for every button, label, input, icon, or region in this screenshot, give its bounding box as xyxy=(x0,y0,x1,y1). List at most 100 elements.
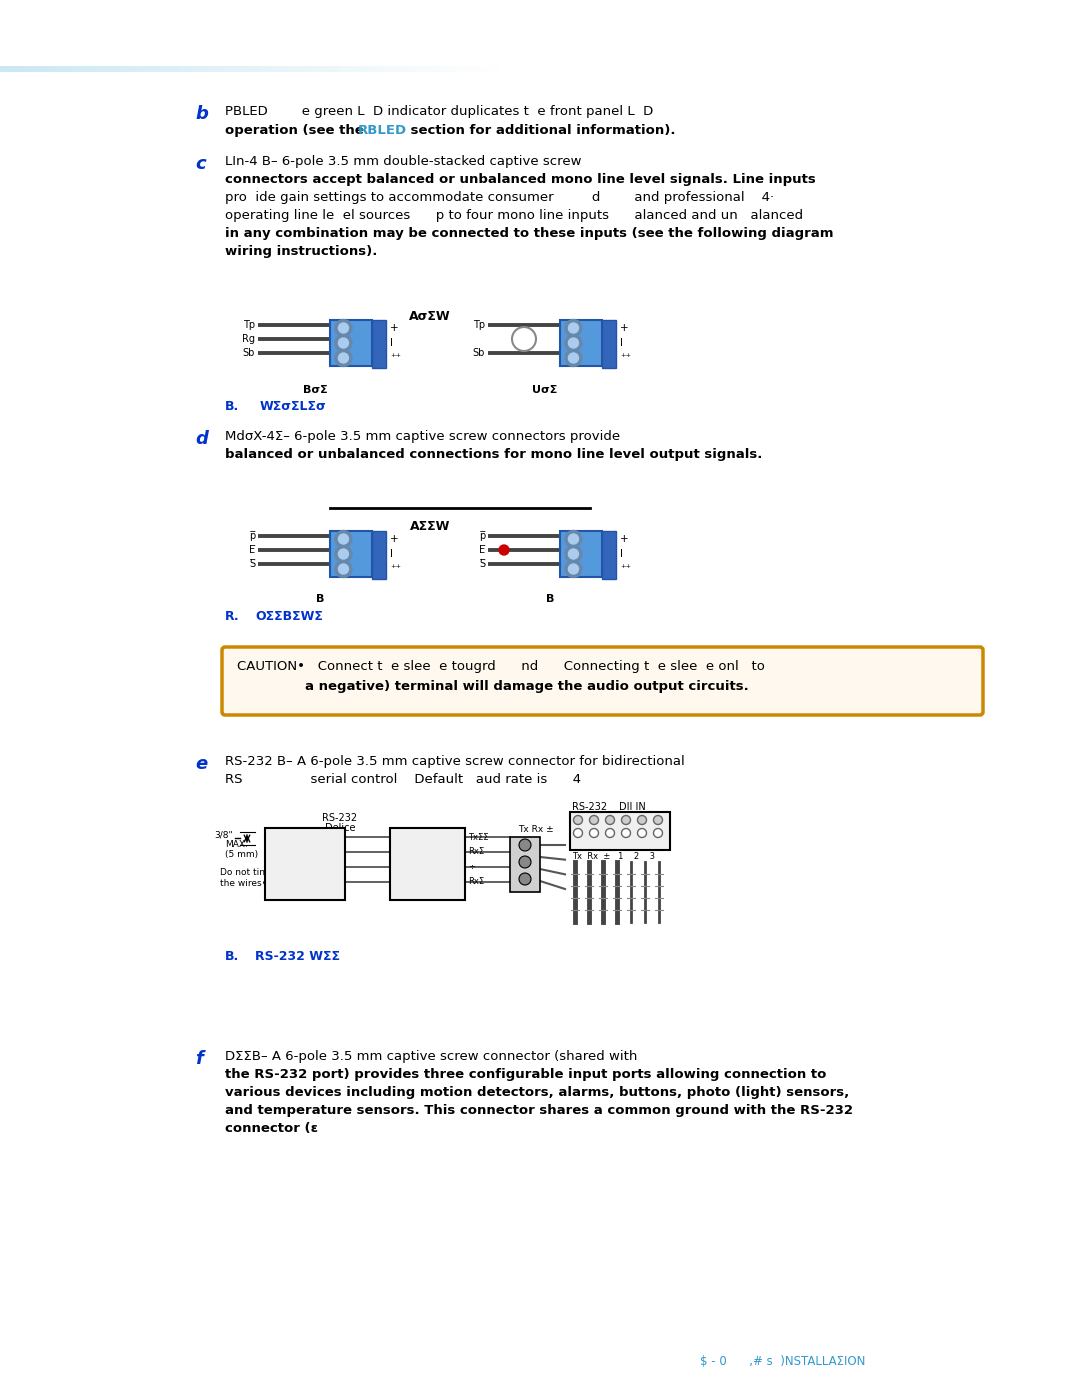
Text: BΣ: BΣ xyxy=(270,862,281,872)
Text: TxΣΣ: TxΣΣ xyxy=(270,833,291,841)
Bar xyxy=(87,66,90,73)
Text: a negative) terminal will damage the audio output circuits.: a negative) terminal will damage the aud… xyxy=(305,680,748,693)
Circle shape xyxy=(519,840,531,851)
Bar xyxy=(293,66,295,73)
Text: +: + xyxy=(620,534,629,543)
Text: and temperature sensors. This connector shares a common ground with the RS-232: and temperature sensors. This connector … xyxy=(225,1104,853,1118)
Bar xyxy=(143,66,145,73)
Text: S̅: S̅ xyxy=(248,559,255,569)
Bar xyxy=(265,66,268,73)
Bar xyxy=(85,66,87,73)
Circle shape xyxy=(335,320,352,337)
Text: Do not tin: Do not tin xyxy=(220,868,265,877)
Bar xyxy=(485,66,487,73)
Bar xyxy=(477,66,480,73)
Text: RS-232: RS-232 xyxy=(323,813,357,823)
Text: E̅: E̅ xyxy=(478,545,485,555)
Bar xyxy=(190,66,192,73)
Circle shape xyxy=(568,353,579,363)
Bar xyxy=(243,66,245,73)
Bar xyxy=(405,66,407,73)
Circle shape xyxy=(573,828,582,837)
Bar xyxy=(158,66,160,73)
Bar xyxy=(428,66,430,73)
Text: ⁺⁺: ⁺⁺ xyxy=(620,353,631,363)
Circle shape xyxy=(565,334,582,352)
Bar xyxy=(348,66,350,73)
Bar xyxy=(63,66,65,73)
Text: p̅: p̅ xyxy=(478,531,485,541)
Circle shape xyxy=(338,323,349,332)
Bar xyxy=(130,66,133,73)
Bar xyxy=(340,66,342,73)
Circle shape xyxy=(519,873,531,886)
Bar xyxy=(156,66,158,73)
Circle shape xyxy=(335,560,352,577)
Bar xyxy=(297,66,300,73)
Bar xyxy=(460,66,462,73)
Text: TxΣΣ: TxΣΣ xyxy=(468,833,488,841)
Text: wiring instructions).: wiring instructions). xyxy=(225,244,377,258)
Bar xyxy=(100,66,103,73)
Bar xyxy=(55,66,57,73)
Text: AσΣW: AσΣW xyxy=(409,310,450,323)
Text: DII IN: DII IN xyxy=(619,802,646,812)
Circle shape xyxy=(565,531,582,548)
Bar xyxy=(15,66,17,73)
Bar xyxy=(430,66,432,73)
Circle shape xyxy=(590,828,598,837)
Bar xyxy=(390,828,465,900)
Text: RS-232 B– A 6-pole 3.5 mm captive screw connector for bidirectional: RS-232 B– A 6-pole 3.5 mm captive screw … xyxy=(225,754,685,768)
Bar xyxy=(53,66,55,73)
Bar xyxy=(287,66,291,73)
Bar xyxy=(400,66,403,73)
Text: balanced or unbalanced connections for mono line level output signals.: balanced or unbalanced connections for m… xyxy=(225,448,762,461)
Text: RxΣ: RxΣ xyxy=(468,877,484,887)
Bar xyxy=(5,66,8,73)
Text: operating line le  el sources      p to four mono line inputs      alanced and u: operating line le el sources p to four m… xyxy=(225,210,804,222)
Bar xyxy=(82,66,85,73)
Text: RS-232 WΣΣ: RS-232 WΣΣ xyxy=(255,950,340,963)
Text: $ - 0      ,# s  )NSTALLAΣION: $ - 0 ,# s )NSTALLAΣION xyxy=(700,1355,865,1368)
Circle shape xyxy=(335,334,352,352)
Bar xyxy=(145,66,148,73)
Bar xyxy=(215,66,217,73)
Bar xyxy=(265,828,345,900)
Bar xyxy=(27,66,30,73)
Bar xyxy=(222,66,225,73)
Bar xyxy=(90,66,93,73)
Bar xyxy=(42,66,45,73)
Bar xyxy=(25,66,27,73)
Circle shape xyxy=(338,564,349,574)
Bar xyxy=(133,66,135,73)
Bar xyxy=(360,66,363,73)
Circle shape xyxy=(338,338,349,348)
Bar xyxy=(78,66,80,73)
Bar xyxy=(60,66,63,73)
Text: B.: B. xyxy=(225,950,240,963)
Bar xyxy=(167,66,170,73)
Bar xyxy=(291,66,293,73)
Bar xyxy=(2,66,5,73)
Bar xyxy=(382,66,384,73)
Bar xyxy=(308,66,310,73)
Text: section for additional information).: section for additional information). xyxy=(406,124,675,137)
Text: I: I xyxy=(620,338,623,348)
Text: Sb: Sb xyxy=(243,348,255,358)
Bar xyxy=(108,66,110,73)
Bar xyxy=(170,66,173,73)
Bar xyxy=(112,66,114,73)
Bar xyxy=(32,66,35,73)
Bar xyxy=(407,66,410,73)
Bar xyxy=(192,66,195,73)
Bar xyxy=(210,66,213,73)
Circle shape xyxy=(338,549,349,559)
Bar xyxy=(188,66,190,73)
Bar xyxy=(475,66,477,73)
Circle shape xyxy=(335,545,352,563)
Bar xyxy=(342,66,345,73)
Bar xyxy=(240,66,243,73)
Text: d: d xyxy=(195,430,207,448)
Text: I: I xyxy=(390,549,393,559)
Bar xyxy=(285,66,287,73)
